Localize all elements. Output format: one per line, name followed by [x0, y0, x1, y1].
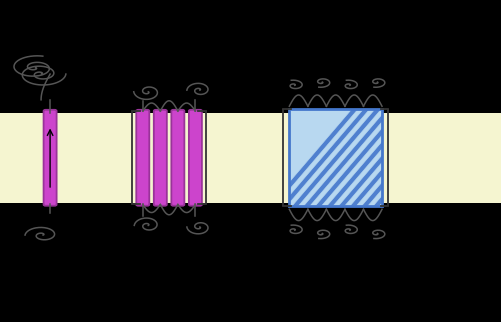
Polygon shape: [269, 109, 358, 206]
Polygon shape: [315, 109, 404, 206]
Polygon shape: [408, 109, 497, 206]
FancyBboxPatch shape: [189, 110, 202, 206]
FancyBboxPatch shape: [154, 110, 167, 206]
FancyBboxPatch shape: [44, 110, 57, 206]
Bar: [289, 109, 382, 206]
Bar: [289, 109, 382, 206]
Polygon shape: [292, 109, 381, 206]
Polygon shape: [281, 109, 369, 206]
Polygon shape: [304, 109, 393, 206]
Polygon shape: [396, 109, 485, 206]
Polygon shape: [338, 109, 427, 206]
Polygon shape: [385, 109, 473, 206]
Polygon shape: [361, 109, 450, 206]
FancyBboxPatch shape: [171, 110, 184, 206]
Polygon shape: [350, 109, 439, 206]
Bar: [0, 113, 501, 203]
Bar: [289, 109, 382, 206]
FancyBboxPatch shape: [136, 110, 149, 206]
Polygon shape: [373, 109, 462, 206]
Polygon shape: [327, 109, 416, 206]
